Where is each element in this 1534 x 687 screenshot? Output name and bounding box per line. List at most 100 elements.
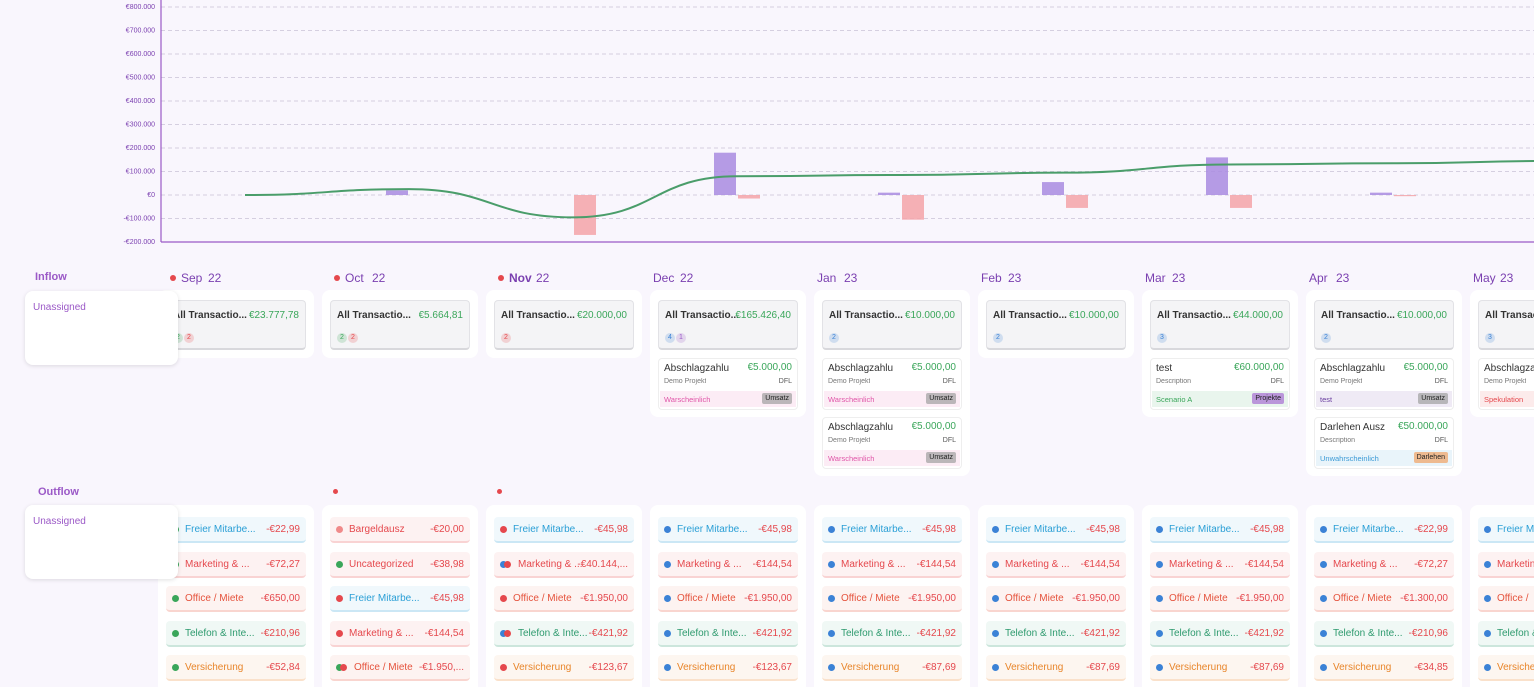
row-label: Freier Mitarbe... — [185, 524, 256, 535]
row-label: Telefon & Inte... — [677, 627, 747, 639]
scenario: Spekulation — [1484, 395, 1524, 404]
status-dots — [664, 560, 676, 569]
tag: Umsatz — [926, 393, 956, 404]
summary-amount: €5.664,81 — [418, 310, 464, 321]
month-year: 22 — [372, 271, 386, 285]
row-label: Versicherung — [1169, 662, 1228, 674]
status-dots — [992, 526, 1004, 534]
row-amount: -€1.950,00 — [744, 593, 792, 605]
card-amount: €5.000,00 — [747, 362, 793, 373]
status-dot — [992, 629, 999, 637]
month-name: Apr — [1309, 271, 1328, 285]
row-label: Telefon & Inte... — [841, 627, 911, 639]
summary-title: All Transactio... — [829, 310, 903, 321]
status-dot — [992, 664, 999, 672]
tag: Projekte — [1252, 393, 1284, 404]
badge: 3 — [1485, 333, 1495, 343]
y-tick-label: €600.000 — [126, 51, 155, 58]
row-amount: -€123,67 — [588, 662, 628, 674]
summary-title: All Transactio... — [665, 310, 739, 321]
card-title: Abschlagzahlu — [828, 363, 894, 374]
status-dots — [1156, 526, 1168, 534]
status-dots — [992, 664, 1004, 672]
card-title: Abschlagzahlu — [1320, 363, 1386, 374]
row-label: Telefon & Inte... — [1169, 627, 1239, 639]
status-dots — [1484, 595, 1496, 603]
status-dots — [664, 595, 676, 603]
summary-card: All Transactio... €23.777,78 2 2 — [166, 300, 306, 350]
card-project: Description — [1156, 378, 1192, 385]
status-dots — [1156, 595, 1168, 603]
status-dot — [664, 560, 671, 568]
row-label: Marketing & ... — [518, 558, 583, 570]
badge: 2 — [173, 333, 183, 343]
badge: 2 — [337, 333, 347, 343]
status-dot — [1320, 526, 1327, 533]
summary-amount: €10.000,00 — [1068, 310, 1119, 321]
status-dots — [992, 560, 1004, 569]
outflow-row: Telefon & Inte... -€421,92 — [1150, 620, 1290, 647]
outflow-row: Telefon & Inte... -€421,92 — [986, 620, 1126, 647]
unassigned-label: Unassigned — [33, 302, 86, 313]
row-label: Marketing & ... — [1005, 558, 1070, 570]
outflow-row: Freier Mitarbe... -€45,98 — [494, 517, 634, 543]
summary-card: All Transactio... €165.426,40 4 1 — [658, 300, 798, 350]
card-amount: €60.000,00 — [1233, 362, 1284, 373]
row-label: Versicherung — [841, 662, 900, 674]
inflow-column: All Transactio... €23.777,78 2 2 — [158, 290, 314, 358]
row-label: Freier Mitarbe... — [677, 524, 748, 535]
inflow-column: All Transactio... €10.000,00 2 — [978, 290, 1134, 358]
status-dots — [500, 595, 512, 603]
outflow-row: Freier Mitarbe... -€22,99 — [1314, 517, 1454, 543]
card-project: Demo Projekt — [664, 378, 707, 385]
row-amount: -€144,54 — [1080, 558, 1120, 570]
bar — [386, 190, 408, 195]
row-label: Marketing & ... — [349, 627, 414, 639]
outflow-row: Telefon & Inte... -€421,92 — [822, 620, 962, 647]
month-name: May — [1473, 271, 1496, 285]
status-dot — [1156, 664, 1163, 672]
y-tick-label: €800.000 — [126, 4, 155, 11]
row-amount: -€421,92 — [916, 627, 956, 639]
row-amount: -€650,00 — [260, 593, 300, 605]
scenario-bar: test Umsatz — [1316, 391, 1452, 407]
outflow-row: Marketing & ... -€144,54 — [330, 620, 470, 647]
bar — [902, 195, 924, 220]
outflow-column: Freier Mi Marketin Office / Telefon & Versic… — [1470, 505, 1534, 687]
y-tick-label: €700.000 — [126, 27, 155, 34]
status-dots — [336, 629, 348, 638]
status-dot — [1484, 664, 1491, 672]
status-dot — [336, 526, 343, 533]
card-code: DFL — [942, 437, 956, 444]
row-amount: -€22,99 — [266, 524, 300, 535]
outflow-row: Office / Miete -€1.950,00 — [494, 586, 634, 613]
summary-card: All Transactio... €20.000,00 2 — [494, 300, 634, 350]
month-name: Dec — [653, 271, 675, 285]
summary-title: All Transactio... — [501, 310, 575, 321]
balance-line — [244, 160, 1534, 219]
outflow-row: Marketing & ... -€144,54 — [822, 551, 962, 578]
status-dots — [828, 595, 840, 603]
month-year: 22 — [536, 271, 550, 285]
row-label: Marketing & ... — [1333, 558, 1398, 570]
row-label: Freier Mi — [1497, 524, 1534, 535]
row-label: Freier Mitarbe... — [841, 524, 912, 535]
outflow-row: Versicherung -€52,84 — [166, 655, 306, 682]
row-label: Versicherung — [1005, 662, 1064, 674]
month-header: Feb 23 — [981, 270, 1136, 286]
row-label: Telefon & Inte... — [1333, 627, 1403, 639]
scenario-bar: Warscheinlich Umsatz — [660, 391, 796, 407]
outflow-row: Office / — [1478, 586, 1534, 613]
outflow-column: Freier Mitarbe... -€45,98 Marketing & ... -… — [978, 505, 1134, 687]
status-dots — [664, 664, 676, 672]
status-dots — [1320, 595, 1332, 603]
row-amount: -€144,54 — [1244, 558, 1284, 570]
row-amount: -€1.950,00 — [580, 593, 628, 605]
status-dot — [504, 629, 511, 637]
status-dot — [504, 560, 511, 568]
status-dot — [828, 595, 835, 603]
outflow-row: Marketing & ... -€144,54 — [1150, 551, 1290, 578]
outflow-row: Freier Mitarbe... -€45,98 — [658, 517, 798, 543]
scenario: Warscheinlich — [664, 395, 711, 404]
scenario-bar: Unwahrscheinlich Darlehen — [1316, 450, 1452, 466]
